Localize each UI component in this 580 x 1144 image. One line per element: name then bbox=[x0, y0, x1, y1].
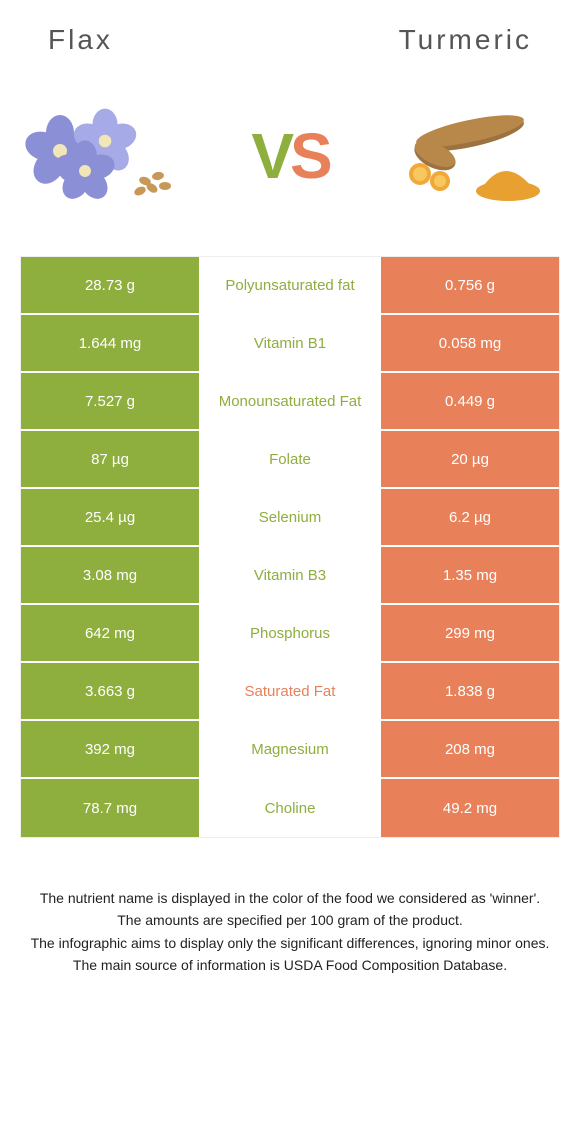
title-right: Turmeric bbox=[399, 24, 532, 56]
value-left: 1.644 mg bbox=[21, 315, 201, 371]
value-right: 1.35 mg bbox=[379, 547, 559, 603]
footer-line: The nutrient name is displayed in the co… bbox=[20, 888, 560, 908]
vs-label: VS bbox=[251, 119, 328, 193]
table-row: 7.527 gMonounsaturated Fat0.449 g bbox=[21, 373, 559, 431]
images-row: VS bbox=[0, 66, 580, 256]
nutrient-label: Monounsaturated Fat bbox=[201, 373, 379, 429]
value-left: 3.08 mg bbox=[21, 547, 201, 603]
table-row: 392 mgMagnesium208 mg bbox=[21, 721, 559, 779]
value-right: 0.058 mg bbox=[379, 315, 559, 371]
value-right: 0.756 g bbox=[379, 257, 559, 313]
nutrient-label: Polyunsaturated fat bbox=[201, 257, 379, 313]
table-row: 78.7 mgCholine49.2 mg bbox=[21, 779, 559, 837]
value-left: 7.527 g bbox=[21, 373, 201, 429]
nutrient-label: Selenium bbox=[201, 489, 379, 545]
value-left: 28.73 g bbox=[21, 257, 201, 313]
table-row: 25.4 µgSelenium6.2 µg bbox=[21, 489, 559, 547]
nutrient-label: Folate bbox=[201, 431, 379, 487]
table-row: 87 µgFolate20 µg bbox=[21, 431, 559, 489]
turmeric-image bbox=[390, 96, 560, 216]
value-left: 3.663 g bbox=[21, 663, 201, 719]
footer-line: The amounts are specified per 100 gram o… bbox=[20, 910, 560, 930]
table-row: 642 mgPhosphorus299 mg bbox=[21, 605, 559, 663]
nutrient-label: Vitamin B3 bbox=[201, 547, 379, 603]
nutrient-label: Phosphorus bbox=[201, 605, 379, 661]
nutrient-label: Vitamin B1 bbox=[201, 315, 379, 371]
value-left: 78.7 mg bbox=[21, 779, 201, 837]
vs-v: V bbox=[251, 120, 290, 192]
nutrient-table: 28.73 gPolyunsaturated fat0.756 g1.644 m… bbox=[20, 256, 560, 838]
vs-s: S bbox=[290, 120, 329, 192]
flax-image bbox=[20, 96, 190, 216]
footer-text: The nutrient name is displayed in the co… bbox=[20, 888, 560, 975]
value-right: 299 mg bbox=[379, 605, 559, 661]
nutrient-label: Choline bbox=[201, 779, 379, 837]
value-right: 208 mg bbox=[379, 721, 559, 777]
footer-line: The main source of information is USDA F… bbox=[20, 955, 560, 975]
table-row: 28.73 gPolyunsaturated fat0.756 g bbox=[21, 257, 559, 315]
footer-line: The infographic aims to display only the… bbox=[20, 933, 560, 953]
title-left: Flax bbox=[48, 24, 113, 56]
table-row: 3.663 gSaturated Fat1.838 g bbox=[21, 663, 559, 721]
value-left: 25.4 µg bbox=[21, 489, 201, 545]
nutrient-label: Magnesium bbox=[201, 721, 379, 777]
header: Flax Turmeric bbox=[0, 0, 580, 66]
value-right: 49.2 mg bbox=[379, 779, 559, 837]
value-right: 0.449 g bbox=[379, 373, 559, 429]
value-right: 20 µg bbox=[379, 431, 559, 487]
value-right: 6.2 µg bbox=[379, 489, 559, 545]
value-left: 87 µg bbox=[21, 431, 201, 487]
value-left: 392 mg bbox=[21, 721, 201, 777]
nutrient-label: Saturated Fat bbox=[201, 663, 379, 719]
table-row: 1.644 mgVitamin B10.058 mg bbox=[21, 315, 559, 373]
table-row: 3.08 mgVitamin B31.35 mg bbox=[21, 547, 559, 605]
value-left: 642 mg bbox=[21, 605, 201, 661]
value-right: 1.838 g bbox=[379, 663, 559, 719]
